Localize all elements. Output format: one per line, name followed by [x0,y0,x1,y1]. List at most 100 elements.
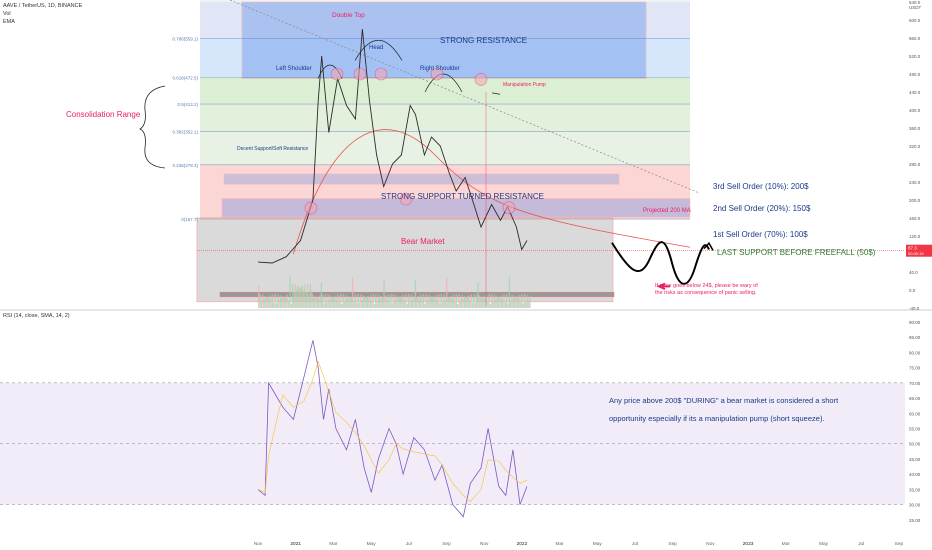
volume-bar [327,294,329,308]
volume-bar [300,287,302,308]
rsi-tick-label: 25.00 [909,518,921,523]
volume-bar [259,294,261,308]
pivot-marker [502,201,516,214]
volume-bar [357,294,359,308]
volume-bar [271,294,273,308]
volume-bar [309,284,312,308]
volume-bar [338,301,340,308]
fib-level-label: 0.382(352.1) [172,130,198,135]
volume-bar [484,298,486,308]
rsi-tick-label: 70.00 [909,381,921,386]
volume-bar [496,295,498,308]
rsi-tick-label: 60.00 [909,411,921,416]
volume-bar [326,302,328,308]
price-tick-label: 280.0 [909,162,921,167]
rsi-tick-label: 80.00 [909,350,921,355]
pivot-marker [430,67,444,81]
volume-bar [388,302,391,308]
sell-order-2: 2nd Sell Order (20%): 150$ [713,204,811,213]
volume-bar [395,295,397,308]
volume-bar [450,295,452,308]
volume-bar [277,294,279,308]
right-shoulder-label: Right Shoulder [420,66,460,72]
x-axis-label: 2021 [290,541,301,547]
volume-bar [289,276,291,308]
volume-bar [466,297,468,308]
volume-bar [272,302,275,308]
head-arc [354,40,403,61]
price-tick-label: 400.0 [909,108,921,113]
rsi-tick-label: 55.00 [909,427,921,432]
volume-bar [266,297,268,308]
volume-bar [278,300,280,308]
volume-bar [285,298,287,308]
bear-market-zone [196,217,614,303]
warning-arrow [656,282,670,291]
volume-bar [443,294,445,308]
volume-bar [282,296,284,308]
volume-bar [416,297,418,308]
volume-bar [304,284,306,308]
volume-bar [448,297,451,308]
volume-bar [364,297,366,308]
price-tick-label: 40.0 [909,270,918,275]
volume-bar [315,296,317,308]
volume-bar [380,295,382,308]
volume-bar [319,295,321,308]
strong-resistance-zone [241,1,647,79]
volume-bars [258,276,531,308]
volume-bar [294,284,297,308]
volume-bar [392,294,395,308]
fib-band [200,77,690,105]
volume-bar [369,294,372,308]
rsi-tick-label: 30.00 [909,503,921,508]
volume-bar [488,294,490,308]
x-axis-label: May [819,541,829,547]
volume-bar [501,299,504,308]
fib-band [200,164,690,220]
volume-bar [485,294,487,308]
price-tick-label: 520.0 [909,54,921,59]
volume-bar [352,277,354,308]
volume-bar [372,294,374,308]
volume-bar [402,294,404,308]
rsi-tick-label: 90.00 [909,320,921,325]
pivot-marker [330,67,344,81]
fib-level-label: 0(157.7) [181,217,198,222]
volume-bar [431,296,433,308]
support-turned-resistance-zone [221,198,691,218]
x-axis-label: Sep [668,541,677,547]
x-axis-label: Jul [858,541,864,547]
volume-bar [444,299,447,308]
volume-bar [414,279,417,308]
volume-bar [510,300,512,308]
price-tick-label: 120.0 [909,234,921,239]
volume-bar [365,296,367,308]
volume-bar [486,301,489,308]
volume-bar [471,302,474,308]
volume-bar [461,294,463,308]
volume-bar [347,296,350,308]
rsi-tick-label: 85.00 [909,335,921,340]
price-tick-label: 0.0 [909,288,916,293]
volume-bar [307,284,309,308]
descending-trendline [229,0,701,194]
volume-bar [399,296,402,308]
volume-bar [270,300,272,308]
volume-bar [293,291,295,308]
left-shoulder-label: Left Shoulder [276,66,312,72]
volume-bar [507,303,509,308]
rsi-tick-label: 40.00 [909,472,921,477]
warning-note: If price goes below 24$, please be wary … [655,283,758,296]
volume-bar [353,300,355,308]
volume-bar [305,292,308,308]
volume-bar [477,282,479,308]
volume-bar [373,303,376,308]
decent-support-label: Decent Support/Soft Resistance [237,146,309,152]
ema-label: EMA [3,19,15,25]
volume-bar [525,302,527,308]
volume-bar [446,277,448,308]
volume-bar [317,298,320,308]
volume-bar [474,302,477,308]
